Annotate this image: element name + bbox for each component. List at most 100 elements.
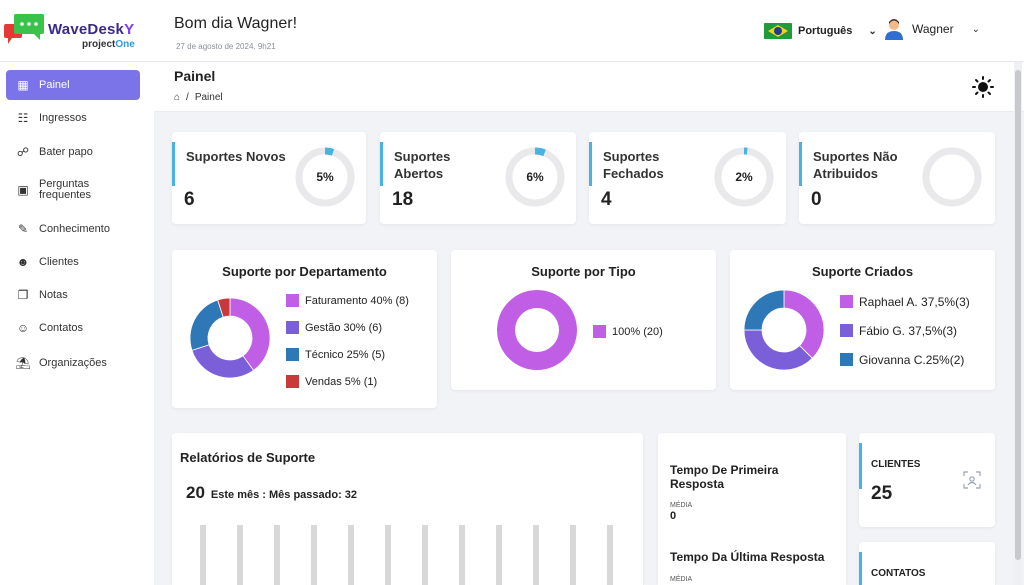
sidebar-item-conhecimento[interactable]: ✎ Conhecimento bbox=[17, 222, 110, 236]
ring-progress bbox=[505, 147, 565, 207]
stat-value: 0 bbox=[811, 189, 822, 210]
chevron-down-icon: ⌄ bbox=[868, 25, 877, 37]
donut-chart-criados bbox=[743, 289, 825, 371]
sidebar: ▦ Painel ☷ Ingressos ☍ Bater papo ▣ Perg… bbox=[0, 62, 154, 585]
contacts-card[interactable]: CONTATOS bbox=[859, 542, 995, 585]
sidebar-item-contatos[interactable]: ☺ Contatos bbox=[16, 321, 84, 335]
stat-percent: 6% bbox=[526, 170, 544, 184]
stat-label: Suportes Novos bbox=[186, 149, 286, 164]
sidebar-item-notas[interactable]: ❐ Notas bbox=[17, 288, 68, 302]
donut-slice bbox=[497, 290, 577, 370]
report-bar bbox=[237, 525, 243, 585]
legend-item: Técnico 25% (5) bbox=[286, 341, 409, 368]
progress-ring bbox=[714, 147, 774, 207]
page-title: Painel bbox=[174, 68, 216, 84]
donut-slice bbox=[229, 297, 271, 371]
report-bar bbox=[348, 525, 354, 585]
knowledge-icon: ✎ bbox=[17, 222, 29, 236]
user-name: Wagner bbox=[912, 22, 954, 36]
report-bar bbox=[311, 525, 317, 585]
faq-icon: ▣ bbox=[17, 183, 29, 197]
first-response-title: Tempo De Primeira Resposta bbox=[670, 463, 779, 491]
stat-percent: 5% bbox=[316, 170, 334, 184]
report-bar bbox=[200, 525, 206, 585]
sidebar-item-perguntas-frequentes[interactable]: ▣ Perguntas frequentes bbox=[17, 178, 91, 201]
stat-value: 18 bbox=[392, 189, 414, 210]
breadcrumb: ⌂ / Painel bbox=[174, 92, 223, 103]
reports-text: Este mês : Mês passado: 32 bbox=[210, 489, 358, 501]
legend-item: Raphael A. 37,5%(3) bbox=[840, 287, 970, 316]
last-response-sub: MÉDIA bbox=[670, 576, 693, 583]
report-bar bbox=[459, 525, 465, 585]
ring-progress bbox=[714, 147, 774, 207]
sidebar-item-painel[interactable]: ▦ Painel bbox=[6, 70, 140, 100]
brazil-flag-icon bbox=[764, 23, 792, 39]
stat-card-fechados[interactable]: Suportes Fechados 4 2% bbox=[589, 132, 786, 224]
progress-ring bbox=[505, 147, 565, 207]
brand-name: WaveDeskY bbox=[48, 21, 135, 38]
language-selector[interactable]: Português ⌄ bbox=[764, 23, 877, 39]
scan-icon bbox=[963, 471, 981, 489]
stat-label: Suportes Não Atribuidos bbox=[813, 149, 898, 181]
first-response-sub: MÉDIA bbox=[670, 502, 693, 509]
chevron-down-icon: ⌄ bbox=[971, 23, 980, 35]
stat-value: 6 bbox=[184, 189, 195, 210]
chart-title: Suporte por Departamento bbox=[222, 264, 387, 279]
contacts-icon: ☺ bbox=[16, 321, 30, 335]
chart-title: Suporte Criados bbox=[811, 264, 914, 279]
organization-icon: ⛱ bbox=[15, 356, 31, 370]
chart-card-criados: Suporte Criados Raphael A. 37,5%(3) Fábi… bbox=[730, 250, 995, 390]
report-bar bbox=[533, 525, 539, 585]
chat-bubbles-icon bbox=[4, 14, 44, 44]
chart-legend: Raphael A. 37,5%(3) Fábio G. 37,5%(3) Gi… bbox=[840, 287, 970, 374]
stat-card-abertos[interactable]: Suportes Abertos 18 6% bbox=[380, 132, 576, 224]
legend-item: Giovanna C.25%(2) bbox=[840, 345, 970, 374]
clients-icon: ☻ bbox=[16, 255, 30, 269]
stat-card-nao-atribuidos[interactable]: Suportes Não Atribuidos 0 bbox=[799, 132, 995, 224]
donut-slice bbox=[191, 344, 255, 379]
report-bar bbox=[274, 525, 280, 585]
home-icon[interactable]: ⌂ bbox=[174, 92, 181, 103]
report-bar bbox=[385, 525, 391, 585]
greeting: Bom dia Wagner! bbox=[174, 15, 298, 32]
donut-slice bbox=[743, 329, 813, 371]
contacts-label: CONTATOS bbox=[871, 568, 926, 579]
reports-title: Relatórios de Suporte bbox=[180, 450, 316, 465]
donut-chart-departamento bbox=[189, 297, 271, 379]
response-times-card: Tempo De Primeira Resposta MÉDIA 0 Tempo… bbox=[658, 433, 846, 585]
report-bar bbox=[496, 525, 502, 585]
reports-card: Relatórios de Suporte 20 Este mês : Mês … bbox=[172, 433, 643, 585]
last-response-title: Tempo Da Última Resposta bbox=[670, 550, 825, 564]
app-logo[interactable]: WaveDeskY projectOne bbox=[4, 10, 154, 54]
stat-label: Suportes Abertos bbox=[394, 149, 451, 181]
scrollbar-thumb[interactable] bbox=[1015, 70, 1021, 560]
language-label: Português bbox=[798, 25, 853, 37]
donut-slice bbox=[783, 289, 825, 359]
vertical-scrollbar[interactable] bbox=[1014, 62, 1022, 585]
reports-count: 20 bbox=[186, 483, 205, 502]
breadcrumb-current[interactable]: Painel bbox=[194, 92, 223, 103]
sidebar-item-clientes[interactable]: ☻ Clientes bbox=[16, 255, 79, 269]
chart-card-tipo: Suporte por Tipo 100% (20) bbox=[451, 250, 716, 390]
user-menu[interactable]: Wagner ⌄ bbox=[884, 18, 980, 40]
sidebar-item-ingressos[interactable]: ☷ Ingressos bbox=[17, 111, 87, 125]
sidebar-item-bater-papo[interactable]: ☍ Bater papo bbox=[16, 145, 93, 159]
legend-item: Gestão 30% (6) bbox=[286, 314, 409, 341]
notes-icon: ❐ bbox=[17, 288, 29, 302]
stat-card-novos[interactable]: Suportes Novos 6 5% bbox=[172, 132, 366, 224]
chart-card-departamento: Suporte por Departamento Faturamento 40%… bbox=[172, 250, 437, 408]
theme-toggle-icon[interactable] bbox=[972, 76, 994, 98]
report-bar bbox=[607, 525, 613, 585]
clients-value: 25 bbox=[871, 483, 893, 504]
clients-card[interactable]: CLIENTES 25 bbox=[859, 433, 995, 527]
legend-item: Vendas 5% (1) bbox=[286, 368, 409, 395]
donut-chart-tipo bbox=[497, 290, 577, 370]
chart-legend: 100% (20) bbox=[593, 318, 663, 345]
legend-item: Faturamento 40% (8) bbox=[286, 287, 409, 314]
donut-slice bbox=[217, 297, 231, 318]
stat-percent: 2% bbox=[735, 170, 753, 184]
sidebar-item-organizacoes[interactable]: ⛱ Organizações bbox=[15, 356, 107, 370]
avatar-icon bbox=[885, 19, 903, 40]
chart-title: Suporte por Tipo bbox=[531, 264, 636, 279]
brand-subtitle: projectOne bbox=[82, 39, 135, 50]
